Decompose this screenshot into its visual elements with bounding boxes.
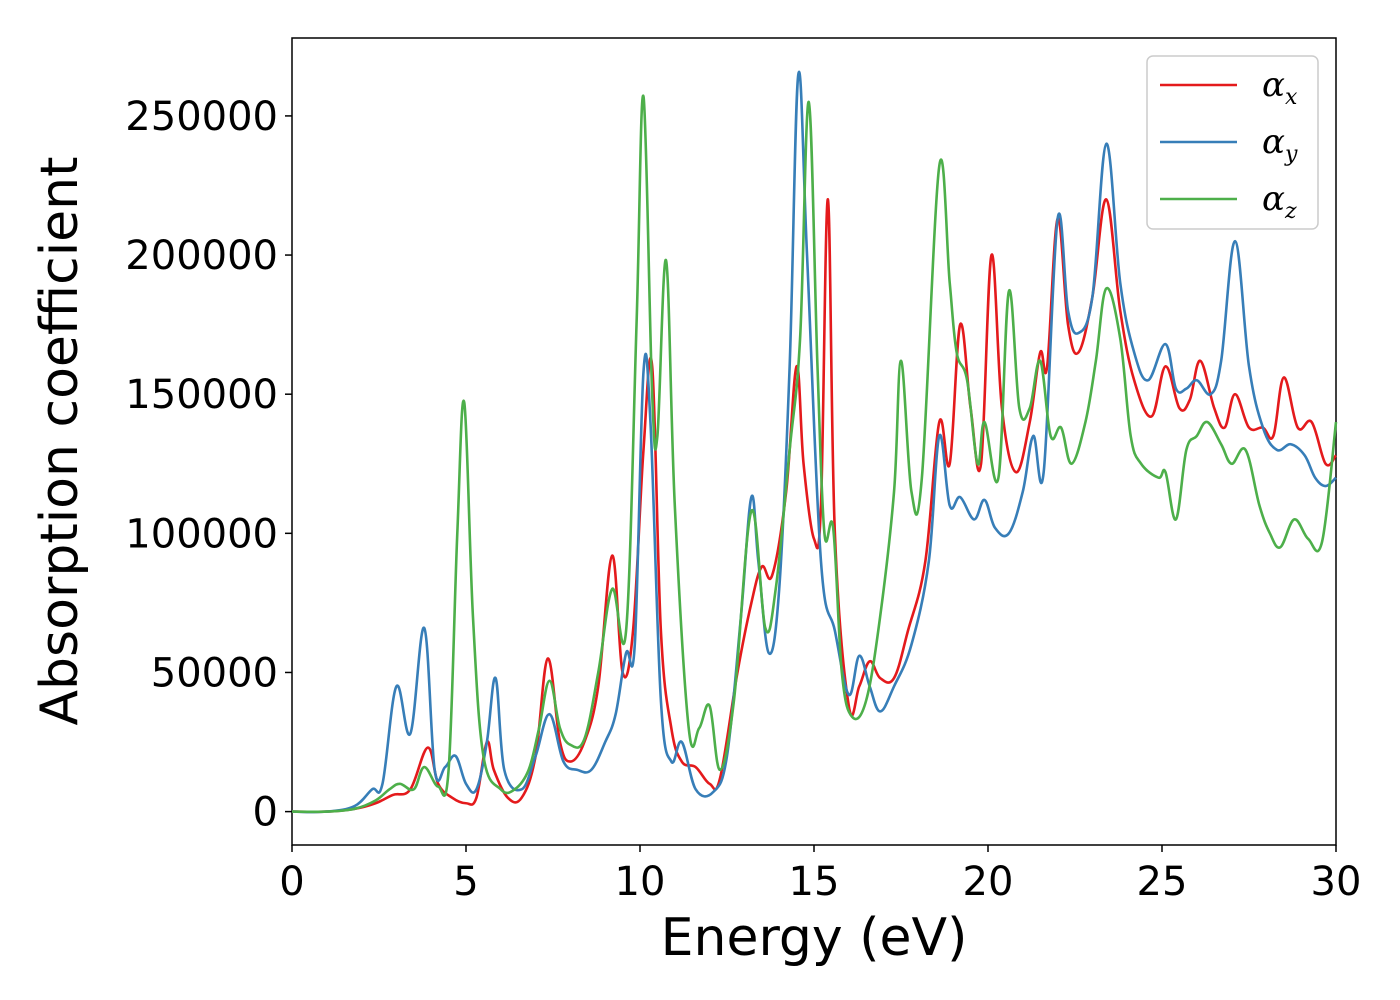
x-tick-label: 20: [963, 859, 1014, 905]
x-tick-label: 5: [453, 859, 478, 905]
series-line-z: [291, 94, 1338, 814]
x-tick-label: 30: [1311, 859, 1362, 905]
x-tick-label: 10: [615, 859, 666, 905]
y-tick-label: 200000: [125, 233, 278, 279]
x-tick-label: 0: [279, 859, 304, 905]
y-tick-label: 250000: [125, 94, 278, 140]
y-axis-title: Absorption coefficient: [30, 156, 90, 725]
y-tick-label: 150000: [125, 372, 278, 418]
y-tick-label: 0: [253, 790, 278, 836]
y-tick-label: 100000: [125, 511, 278, 557]
axis-ticks: 0 5 10 15 20 25 30 0 50000 100000 150000 200000 2500…: [125, 94, 1361, 905]
series-lines: [291, 70, 1338, 814]
x-tick-label: 15: [789, 859, 840, 905]
y-tick-label: 50000: [151, 650, 278, 696]
series-line-x: [291, 198, 1338, 814]
x-axis-title: Energy (eV): [661, 908, 968, 968]
x-tick-label: 25: [1137, 859, 1188, 905]
